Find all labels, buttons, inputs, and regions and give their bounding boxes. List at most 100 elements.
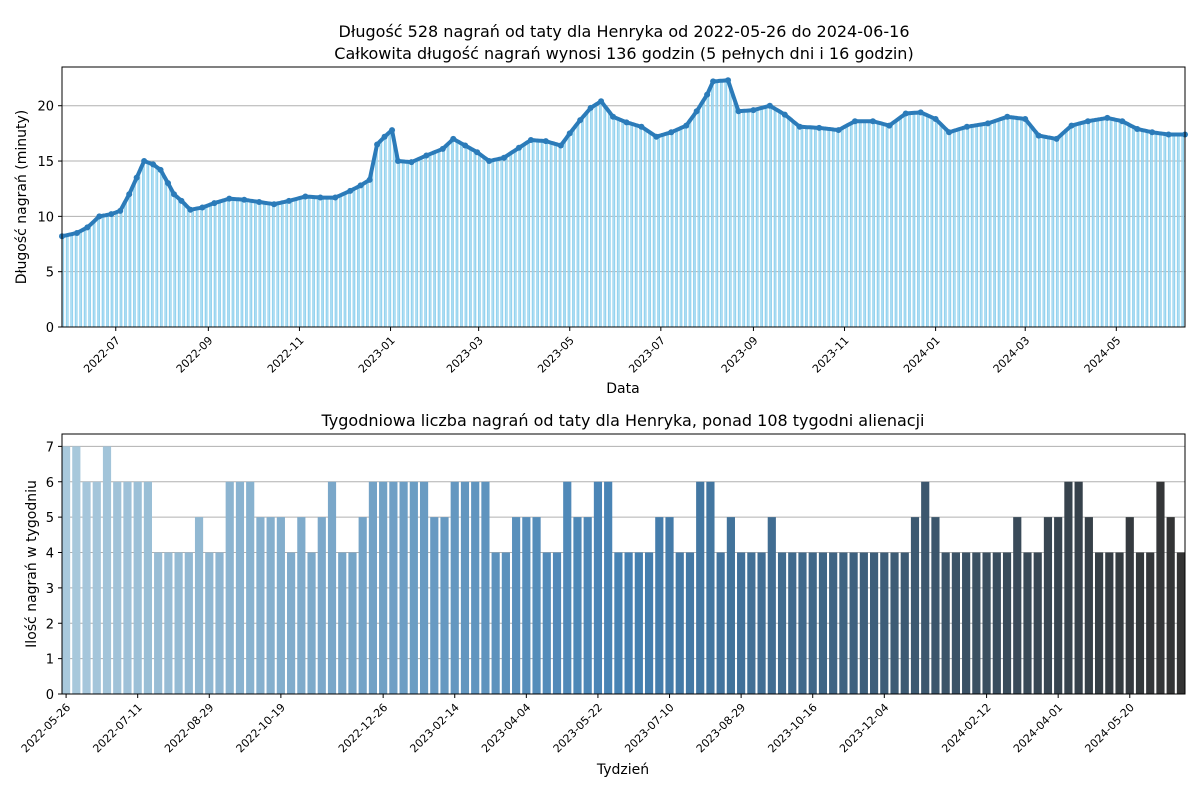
top-x-tick-label: 2022-07 xyxy=(81,334,123,376)
top-y-tick-label: 5 xyxy=(46,266,54,281)
bottom-bar xyxy=(1125,517,1134,694)
bottom-chart: Tygodniowa liczba nagrań od taty dla Hen… xyxy=(19,411,1186,778)
bottom-bar xyxy=(941,552,950,694)
bottom-bar xyxy=(276,517,285,694)
top-x-tick-label: 2023-05 xyxy=(535,334,577,376)
bottom-bar xyxy=(655,517,664,694)
top-chart-title: Długość 528 nagrań od taty dla Henryka o… xyxy=(339,22,910,41)
bottom-bar xyxy=(409,481,418,694)
bottom-x-tick-label: 2024-02-12 xyxy=(939,701,993,755)
bottom-bar xyxy=(644,552,654,694)
bottom-bar xyxy=(338,552,347,694)
bottom-x-tick-label: 2023-12-04 xyxy=(837,701,891,755)
bottom-y-tick-label: 2 xyxy=(46,617,54,632)
bottom-bar xyxy=(1074,481,1083,694)
bottom-bar xyxy=(532,517,541,694)
bottom-bar xyxy=(869,552,879,694)
bottom-bar xyxy=(1176,552,1185,694)
bottom-bar xyxy=(348,552,357,694)
bottom-x-tick-label: 2022-10-19 xyxy=(234,701,288,755)
bottom-bar xyxy=(951,552,960,694)
bottom-bar xyxy=(1105,552,1114,694)
bottom-y-tick-label: 4 xyxy=(46,547,54,562)
top-chart: Długość 528 nagrań od taty dla Henryka o… xyxy=(14,22,1188,397)
bottom-bar xyxy=(205,552,214,694)
bottom-chart-title: Tygodniowa liczba nagrań od taty dla Hen… xyxy=(321,411,925,430)
bottom-bar xyxy=(1064,481,1073,694)
bottom-bar xyxy=(430,517,439,694)
bottom-bar xyxy=(287,552,296,694)
bottom-bar xyxy=(1095,552,1104,694)
bottom-bar xyxy=(72,446,81,694)
top-x-tick-label: 2023-01 xyxy=(356,334,398,376)
bottom-bar xyxy=(624,552,633,694)
bottom-bar xyxy=(706,481,715,694)
bottom-bar xyxy=(839,552,848,694)
top-chart-subtitle: Całkowita długość nagrań wynosi 136 godz… xyxy=(334,44,913,63)
bottom-y-tick-label: 3 xyxy=(46,582,54,597)
bottom-bar xyxy=(501,552,510,694)
bottom-bar xyxy=(1115,552,1124,694)
bottom-x-tick-label: 2024-05-20 xyxy=(1082,701,1136,755)
bottom-bar xyxy=(604,481,613,694)
top-x-tick-label: 2022-09 xyxy=(174,334,216,376)
bottom-x-ticks: 2022-05-26 2022-07-11 2022-08-29 2022-10-19… xyxy=(19,694,1137,755)
bottom-bar xyxy=(726,517,735,694)
top-x-tick-label: 2022-11 xyxy=(265,334,307,376)
bottom-x-tick-label: 2022-07-11 xyxy=(90,701,144,755)
bottom-bar xyxy=(113,481,122,694)
bottom-y-tick-label: 7 xyxy=(46,440,54,455)
bottom-y-tick-label: 6 xyxy=(46,476,54,491)
bottom-plot-frame xyxy=(61,433,1186,695)
bottom-y-tick-label: 5 xyxy=(46,511,54,526)
bottom-bar xyxy=(1084,517,1093,694)
bottom-bar xyxy=(880,552,889,694)
bottom-bar xyxy=(82,481,91,694)
top-series-line xyxy=(61,78,1186,239)
bottom-bar xyxy=(716,552,725,694)
bottom-bar xyxy=(1043,517,1053,694)
bottom-bar xyxy=(859,552,868,694)
top-y-axis-label: Długość nagrań (minuty) xyxy=(14,110,30,285)
bottom-bar xyxy=(215,552,224,694)
bottom-x-tick-label: 2022-05-26 xyxy=(19,701,73,755)
top-x-ticks: 2022-07 2022-09 2022-11 2023-01 2023-03 2023-… xyxy=(81,327,1123,376)
bottom-bar xyxy=(174,552,183,694)
bottom-bar xyxy=(512,517,521,694)
bottom-bar xyxy=(931,517,940,694)
bottom-bar xyxy=(358,517,367,694)
bottom-bar xyxy=(1146,552,1155,694)
bottom-bar xyxy=(1002,552,1012,694)
bottom-bar xyxy=(593,481,603,694)
bottom-bar xyxy=(123,481,132,694)
bottom-x-axis-label: Tydzień xyxy=(596,762,649,778)
bottom-bar xyxy=(154,552,163,694)
bottom-bar xyxy=(757,552,766,694)
bottom-bar xyxy=(102,446,112,694)
bottom-bar xyxy=(235,481,245,694)
bottom-x-tick-label: 2022-12-26 xyxy=(336,701,390,755)
bottom-bar xyxy=(829,552,838,694)
bottom-bar xyxy=(685,552,695,694)
bottom-y-tick-label: 0 xyxy=(46,688,54,703)
bottom-x-tick-label: 2024-04-01 xyxy=(1011,701,1065,755)
bottom-bar xyxy=(747,552,756,694)
bottom-bar xyxy=(614,552,623,694)
bottom-bar xyxy=(491,552,500,694)
bottom-bar xyxy=(962,552,971,694)
top-x-tick-label: 2023-03 xyxy=(444,334,486,376)
top-x-axis-label: Data xyxy=(606,381,639,397)
bottom-bar xyxy=(563,481,572,694)
bottom-bar xyxy=(62,446,71,694)
bottom-bar xyxy=(849,552,858,694)
top-x-tick-label: 2024-03 xyxy=(991,334,1033,376)
bottom-bar xyxy=(133,481,142,694)
bottom-bar xyxy=(777,552,787,694)
top-y-tick-label: 10 xyxy=(37,210,54,225)
bottom-bar xyxy=(767,517,776,694)
bottom-bar xyxy=(992,552,1001,694)
bottom-bar xyxy=(696,481,705,694)
bottom-bar xyxy=(317,517,326,694)
